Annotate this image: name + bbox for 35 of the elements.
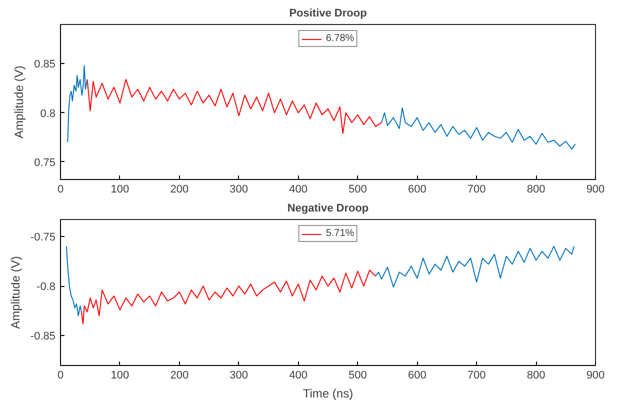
- y-tick-label: -0.85: [30, 330, 56, 343]
- y-tick-label: 0.85: [34, 58, 56, 71]
- line-series: [86, 78, 382, 134]
- y-tick-label: 0.8: [40, 108, 56, 120]
- legend-label: 5.71%: [326, 228, 354, 239]
- x-tick-label: 800: [526, 370, 546, 382]
- x-axis-title: Time (ns): [302, 386, 354, 400]
- x-tick-label: 700: [467, 184, 486, 196]
- y-tick-label: -0.8: [36, 281, 56, 294]
- x-tick-label: 300: [230, 370, 248, 382]
- y-tick-label: -0.75: [30, 231, 56, 244]
- x-tick-label: 500: [348, 184, 367, 196]
- y-axis-title: Amplitude (V): [8, 256, 22, 329]
- y-tick-label: 0.75: [34, 156, 56, 169]
- x-tick-label: 900: [586, 184, 605, 196]
- chart-title: Negative Droop: [287, 202, 369, 214]
- x-tick-label: 400: [289, 184, 308, 196]
- x-tick-label: 300: [230, 184, 248, 196]
- x-tick-label: 200: [170, 370, 189, 382]
- x-tick-label: 400: [289, 370, 308, 382]
- x-tick-label: 700: [467, 370, 486, 382]
- x-tick-label: 100: [110, 184, 130, 196]
- x-tick-label: 500: [348, 370, 367, 382]
- legend-label: 6.78%: [326, 33, 354, 44]
- x-tick-label: 600: [408, 184, 426, 196]
- x-tick-label: 600: [408, 370, 426, 382]
- chart-title: Positive Droop: [289, 8, 368, 20]
- x-tick-label: 100: [110, 370, 130, 382]
- x-tick-label: 900: [586, 370, 605, 382]
- line-series: [80, 270, 376, 324]
- x-tick-label: 0: [57, 370, 64, 382]
- y-axis-title: Amplitude (V): [12, 66, 26, 138]
- x-tick-label: 800: [526, 184, 546, 196]
- x-tick-label: 200: [170, 184, 189, 196]
- x-tick-label: 0: [57, 184, 64, 196]
